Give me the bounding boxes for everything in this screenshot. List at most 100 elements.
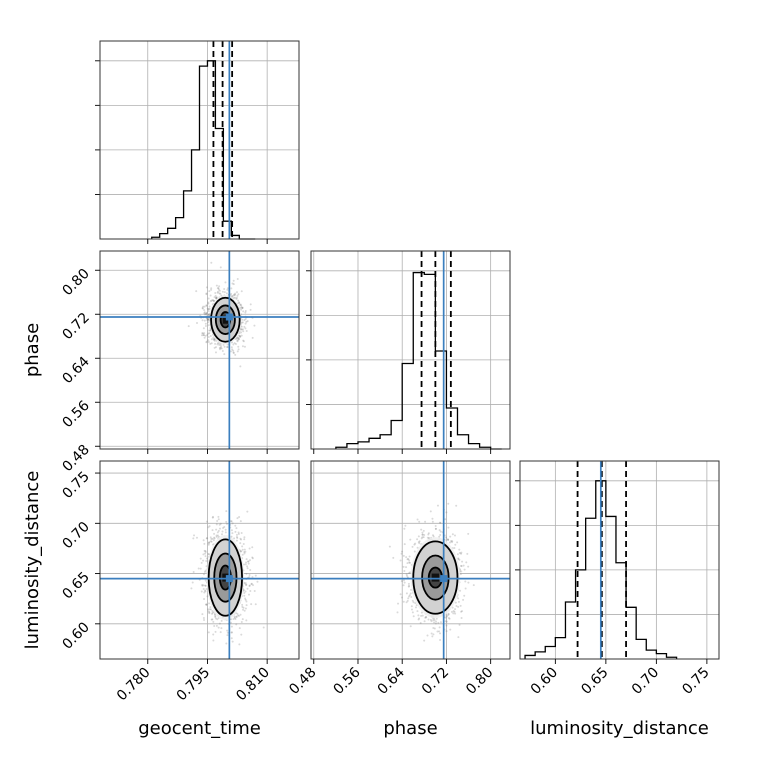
sample-point — [427, 532, 430, 535]
sample-point — [411, 599, 414, 602]
sample-point — [205, 292, 208, 295]
sample-point — [222, 343, 225, 346]
sample-point — [421, 614, 424, 617]
sample-point — [450, 610, 453, 613]
y-tick-label-luminosity_distance: 0.60 — [59, 619, 92, 652]
sample-point — [210, 287, 213, 290]
sample-point — [233, 537, 236, 540]
sample-point — [242, 606, 245, 609]
sample-point — [237, 337, 240, 340]
sample-point — [241, 328, 244, 331]
sample-point — [457, 558, 460, 561]
sample-point — [457, 605, 460, 608]
sample-point — [248, 584, 251, 587]
sample-point — [204, 312, 207, 315]
sample-point — [235, 615, 238, 618]
sample-point — [203, 570, 206, 573]
sample-point — [217, 626, 220, 629]
sample-point — [203, 312, 206, 315]
sample-point — [205, 317, 208, 320]
sample-point — [240, 334, 243, 337]
sample-point — [207, 324, 210, 327]
sample-point — [447, 616, 450, 619]
sample-point — [242, 543, 245, 546]
sample-point — [234, 292, 237, 295]
sample-point — [220, 627, 223, 630]
x-tick-label-phase: 0.80 — [463, 665, 496, 698]
sample-point — [445, 536, 448, 539]
sample-point — [238, 338, 241, 341]
sample-point — [206, 319, 209, 322]
sample-point — [409, 625, 412, 628]
sample-point — [245, 572, 248, 575]
sample-point — [236, 339, 239, 342]
sample-point — [219, 347, 222, 350]
sample-point — [451, 540, 454, 543]
sample-point — [236, 350, 239, 353]
sample-point — [410, 596, 413, 599]
x-tick-label-phase: 0.48 — [286, 665, 319, 698]
sample-point — [237, 345, 240, 348]
sample-point — [208, 602, 211, 605]
sample-point — [207, 526, 210, 529]
sample-point — [236, 294, 239, 297]
sample-point — [427, 533, 430, 536]
sample-point — [211, 537, 214, 540]
sample-point — [207, 542, 210, 545]
sample-point — [459, 573, 462, 576]
sample-point — [211, 529, 214, 532]
sample-point — [240, 325, 243, 328]
sample-point — [396, 611, 399, 614]
x-tick-label-luminosity_distance: 0.60 — [528, 665, 561, 698]
sample-point — [438, 630, 441, 633]
sample-point — [403, 543, 406, 546]
sample-point — [417, 618, 420, 621]
sample-point — [418, 540, 421, 543]
sample-point — [237, 614, 240, 617]
sample-point — [239, 303, 242, 306]
histogram-phase — [335, 271, 502, 450]
sample-point — [445, 615, 448, 618]
sample-point — [420, 611, 423, 614]
sample-point — [434, 527, 437, 530]
sample-point — [192, 570, 195, 573]
sample-point — [458, 558, 461, 561]
sample-point — [193, 534, 196, 537]
truth-marker — [440, 575, 448, 583]
sample-point — [433, 618, 436, 621]
sample-point — [456, 553, 459, 556]
sample-point — [432, 535, 435, 538]
sample-point — [239, 303, 242, 306]
sample-point — [244, 309, 247, 312]
sample-point — [206, 537, 209, 540]
sample-point — [216, 342, 219, 345]
sample-point — [439, 530, 442, 533]
sample-point — [214, 351, 217, 354]
sample-point — [410, 588, 413, 591]
sample-point — [223, 288, 226, 291]
sample-point — [205, 565, 208, 568]
sample-point — [205, 588, 208, 591]
sample-point — [403, 570, 406, 573]
sample-point — [229, 621, 232, 624]
sample-point — [212, 515, 215, 518]
sample-point — [235, 539, 238, 542]
sample-point — [203, 619, 206, 622]
sample-point — [240, 532, 243, 535]
sample-point — [240, 331, 243, 334]
sample-point — [463, 594, 466, 597]
sample-point — [209, 608, 212, 611]
sample-point — [414, 606, 417, 609]
sample-point — [210, 342, 213, 345]
sample-point — [459, 589, 462, 592]
sample-point — [226, 288, 229, 291]
sample-point — [203, 309, 206, 312]
sample-point — [463, 568, 466, 571]
sample-point — [223, 345, 226, 348]
sample-point — [243, 609, 246, 612]
sample-point — [250, 582, 253, 585]
sample-point — [213, 625, 216, 628]
sample-point — [244, 318, 247, 321]
sample-point — [204, 322, 207, 325]
sample-point — [191, 581, 194, 584]
